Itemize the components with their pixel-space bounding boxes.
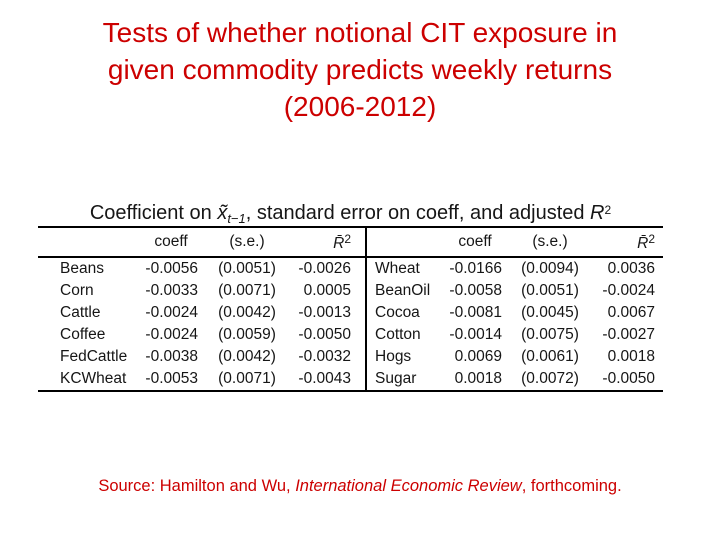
se-value: (0.0051) (521, 282, 579, 299)
caption-x-symbol: x̃ (217, 202, 228, 224)
title-line-2: given commodity predicts weekly returns (107, 54, 613, 85)
commodity-name: Coffee (60, 326, 106, 343)
commodity-name: Cattle (60, 304, 101, 321)
commodity-name: KCWheat (60, 370, 127, 387)
se-value: (0.0051) (218, 260, 276, 277)
se-value: (0.0072) (521, 370, 579, 387)
r2-value: -0.0027 (602, 326, 655, 343)
header-se-left: (s.e.) (204, 227, 290, 258)
r2-value: -0.0050 (602, 370, 655, 387)
table-row: KCWheat -0.0053 (0.0071) -0.0043 Sugar 0… (38, 368, 663, 391)
coeff-value: -0.0053 (145, 370, 198, 387)
se-value: (0.0042) (218, 348, 276, 365)
r2-value: -0.0024 (602, 282, 655, 299)
coeff-value: -0.0024 (145, 326, 198, 343)
r2-value: -0.0026 (298, 260, 351, 277)
slide-title: Tests of whether notional CIT exposure i… (0, 14, 720, 125)
coeff-value: -0.0038 (145, 348, 198, 365)
coeff-value: -0.0056 (145, 260, 198, 277)
header-se-right: (s.e.) (508, 227, 592, 258)
table-row: FedCattle -0.0038 (0.0042) -0.0032 Hogs … (38, 346, 663, 368)
commodity-name: Corn (60, 282, 94, 299)
table-row: Cattle -0.0024 (0.0042) -0.0013 Cocoa -0… (38, 302, 663, 324)
commodity-name: Sugar (365, 368, 442, 391)
commodity-name: Wheat (365, 257, 442, 280)
r2-value: 0.0067 (607, 304, 655, 321)
r2-value: -0.0013 (298, 304, 351, 321)
header-empty-left (38, 227, 138, 258)
caption-r-symbol: R (590, 202, 605, 224)
header-r2-right: R̄2 (592, 227, 663, 258)
coeff-value: -0.0024 (145, 304, 198, 321)
r2-value: -0.0043 (298, 370, 351, 387)
coeff-value: -0.0058 (449, 282, 502, 299)
header-coeff-left: coeff (138, 227, 204, 258)
commodity-name: Cotton (365, 324, 442, 346)
header-empty-right (365, 227, 442, 258)
r2-value: -0.0032 (298, 348, 351, 365)
coefficients-table: coeff (s.e.) R̄2 coeff (s.e.) R̄2 Beans … (38, 226, 663, 392)
commodity-name: Beans (60, 260, 104, 277)
table-row: Corn -0.0033 (0.0071) 0.0005 BeanOil -0.… (38, 280, 663, 302)
commodity-name: Cocoa (365, 302, 442, 324)
se-value: (0.0071) (218, 370, 276, 387)
coeff-value: -0.0166 (449, 260, 502, 277)
r2-value: -0.0050 (298, 326, 351, 343)
caption-x-subscript: t−1 (227, 211, 246, 226)
commodity-name: BeanOil (365, 280, 442, 302)
header-r2-left: R̄2 (290, 227, 366, 258)
se-value: (0.0075) (521, 326, 579, 343)
caption-text-before: Coefficient on (89, 202, 218, 224)
table-header-row: coeff (s.e.) R̄2 coeff (s.e.) R̄2 (38, 227, 663, 258)
se-value: (0.0045) (521, 304, 579, 321)
r2-value: 0.0018 (607, 348, 655, 365)
r2-value: 0.0036 (607, 260, 655, 277)
title-line-1: Tests of whether notional CIT exposure i… (102, 17, 618, 48)
coeff-value: 0.0069 (454, 348, 502, 365)
se-value: (0.0061) (521, 348, 579, 365)
table-row: Coffee -0.0024 (0.0059) -0.0050 Cotton -… (38, 324, 663, 346)
header-coeff-right: coeff (442, 227, 508, 258)
commodity-name: Hogs (365, 346, 442, 368)
results-table-region: Coefficient on x̃t−1, standard error on … (38, 197, 663, 392)
caption-text-middle: , standard error on coeff, and adjusted (245, 202, 591, 224)
commodity-name: FedCattle (60, 348, 128, 365)
title-line-3: (2006-2012) (283, 91, 437, 122)
source-citation: Source: Hamilton and Wu, International E… (0, 477, 720, 496)
se-value: (0.0059) (218, 326, 276, 343)
coeff-value: -0.0081 (449, 304, 502, 321)
caption-r-superscript: 2 (604, 203, 612, 217)
r2-value: 0.0005 (303, 282, 351, 299)
se-value: (0.0042) (218, 304, 276, 321)
se-value: (0.0094) (521, 260, 579, 277)
source-prefix: Source: Hamilton and Wu, (98, 477, 296, 495)
table-caption: Coefficient on x̃t−1, standard error on … (38, 197, 663, 226)
coeff-value: -0.0014 (449, 326, 502, 343)
se-value: (0.0071) (218, 282, 276, 299)
table-row: Beans -0.0056 (0.0051) -0.0026 Wheat -0.… (38, 257, 663, 280)
coeff-value: 0.0018 (454, 370, 502, 387)
source-suffix: , forthcoming. (521, 477, 622, 495)
source-journal-name: International Economic Review (295, 477, 522, 495)
coeff-value: -0.0033 (145, 282, 198, 299)
